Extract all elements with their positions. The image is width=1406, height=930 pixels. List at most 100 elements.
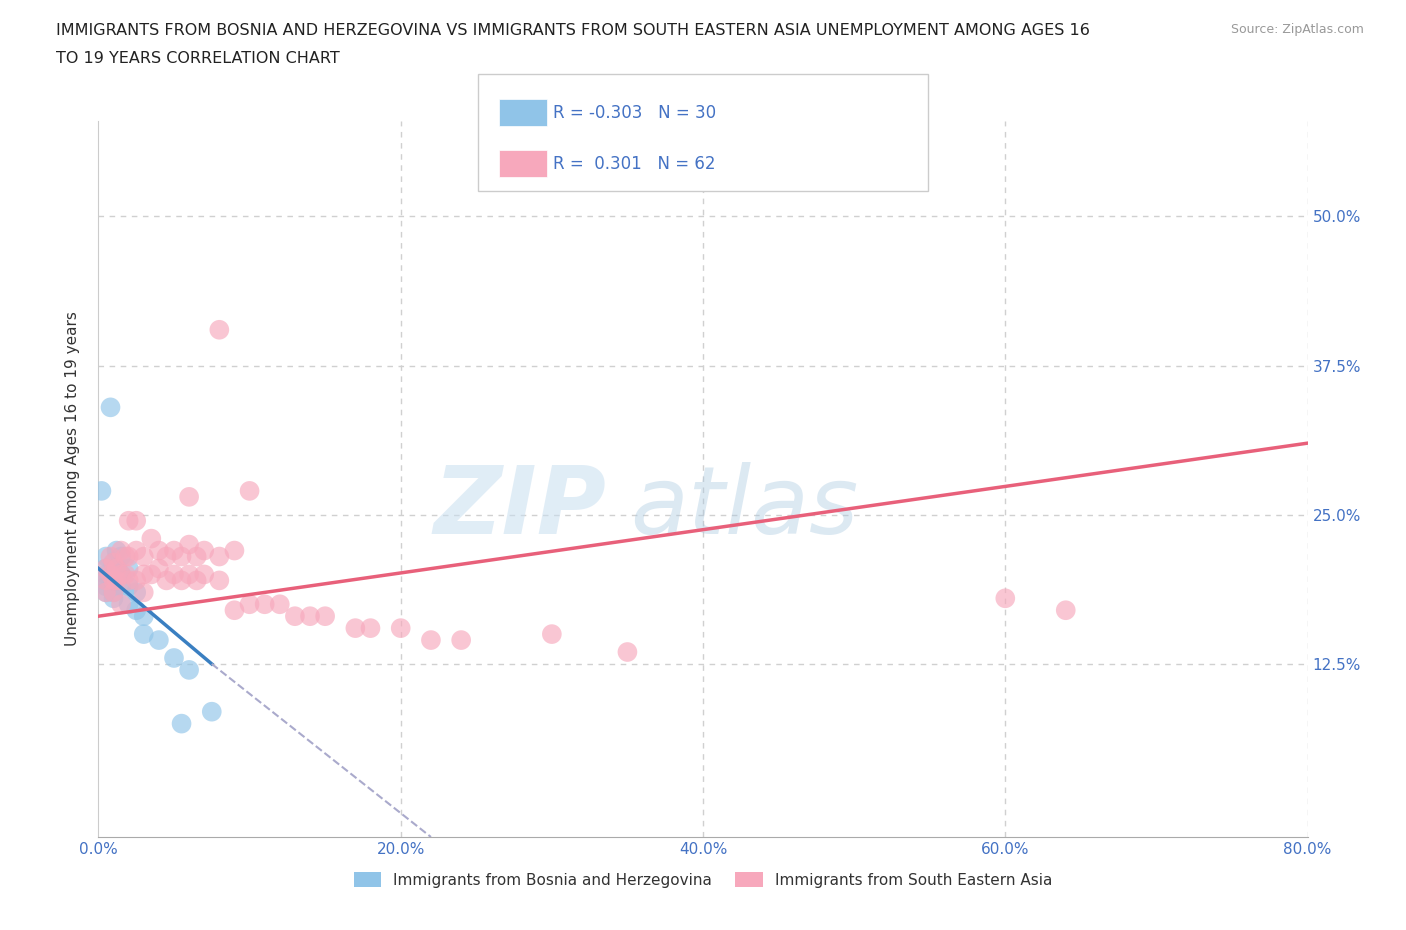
Point — [1054, 603, 1077, 618]
Point — [94, 567, 117, 582]
Point — [100, 567, 122, 582]
Point — [110, 567, 132, 582]
Point — [118, 573, 141, 588]
Text: R = -0.303   N = 30: R = -0.303 N = 30 — [553, 103, 716, 122]
Text: Source: ZipAtlas.com: Source: ZipAtlas.com — [1230, 23, 1364, 36]
Point — [125, 585, 148, 600]
Point — [103, 555, 125, 570]
Point — [170, 573, 193, 588]
Point — [103, 573, 125, 588]
Point — [103, 567, 125, 582]
Point — [179, 567, 201, 582]
Point — [118, 513, 141, 528]
Point — [110, 597, 132, 612]
Point — [344, 620, 367, 635]
Point — [616, 644, 638, 659]
Text: IMMIGRANTS FROM BOSNIA AND HERZEGOVINA VS IMMIGRANTS FROM SOUTH EASTERN ASIA UNE: IMMIGRANTS FROM BOSNIA AND HERZEGOVINA V… — [56, 23, 1090, 38]
Point — [186, 549, 208, 564]
Point — [193, 567, 215, 582]
Point — [110, 549, 132, 564]
Point — [540, 627, 562, 642]
Point — [125, 603, 148, 618]
Point — [118, 597, 141, 612]
Point — [186, 573, 208, 588]
Point — [103, 585, 125, 600]
Point — [141, 567, 163, 582]
Point — [118, 549, 141, 564]
Point — [94, 573, 117, 588]
Point — [94, 585, 117, 600]
Point — [90, 484, 112, 498]
Point — [125, 543, 148, 558]
Point — [132, 549, 155, 564]
Point — [994, 591, 1017, 605]
Point — [125, 573, 148, 588]
Point — [105, 561, 128, 576]
Point — [170, 549, 193, 564]
Point — [118, 561, 141, 576]
Point — [299, 609, 322, 624]
Point — [284, 609, 307, 624]
Point — [110, 578, 132, 594]
Point — [103, 591, 125, 605]
Point — [314, 609, 336, 624]
Point — [224, 603, 246, 618]
Point — [148, 561, 170, 576]
Point — [94, 561, 117, 576]
Point — [132, 585, 155, 600]
Point — [155, 549, 177, 564]
Legend: Immigrants from Bosnia and Herzegovina, Immigrants from South Eastern Asia: Immigrants from Bosnia and Herzegovina, … — [347, 866, 1059, 894]
Point — [94, 585, 117, 600]
Point — [239, 484, 262, 498]
Point — [179, 662, 201, 677]
Point — [208, 549, 231, 564]
Point — [208, 573, 231, 588]
Point — [110, 543, 132, 558]
Point — [253, 597, 276, 612]
Point — [100, 549, 122, 564]
Point — [132, 627, 155, 642]
Point — [163, 567, 186, 582]
Text: R =  0.301   N = 62: R = 0.301 N = 62 — [553, 154, 716, 173]
Point — [193, 543, 215, 558]
Point — [118, 578, 141, 594]
Point — [132, 609, 155, 624]
Point — [94, 549, 117, 564]
Point — [179, 538, 201, 552]
Point — [132, 567, 155, 582]
Point — [105, 573, 128, 588]
Point — [389, 620, 412, 635]
Text: atlas: atlas — [630, 462, 859, 553]
Point — [269, 597, 291, 612]
Point — [420, 632, 443, 647]
Point — [201, 704, 224, 719]
Point — [103, 573, 125, 588]
Point — [114, 567, 136, 582]
Point — [125, 513, 148, 528]
Point — [450, 632, 472, 647]
Y-axis label: Unemployment Among Ages 16 to 19 years: Unemployment Among Ages 16 to 19 years — [65, 312, 80, 646]
Point — [105, 543, 128, 558]
Point — [103, 585, 125, 600]
Point — [100, 400, 122, 415]
Point — [94, 578, 117, 594]
Point — [163, 651, 186, 666]
Point — [170, 716, 193, 731]
Point — [155, 573, 177, 588]
Point — [141, 531, 163, 546]
Point — [208, 323, 231, 338]
Point — [148, 632, 170, 647]
Point — [179, 489, 201, 504]
Point — [110, 567, 132, 582]
Point — [94, 573, 117, 588]
Point — [94, 561, 117, 576]
Point — [224, 543, 246, 558]
Point — [114, 549, 136, 564]
Point — [148, 543, 170, 558]
Point — [163, 543, 186, 558]
Point — [239, 597, 262, 612]
Text: TO 19 YEARS CORRELATION CHART: TO 19 YEARS CORRELATION CHART — [56, 51, 340, 66]
Point — [105, 561, 128, 576]
Point — [103, 555, 125, 570]
Text: ZIP: ZIP — [433, 461, 606, 553]
